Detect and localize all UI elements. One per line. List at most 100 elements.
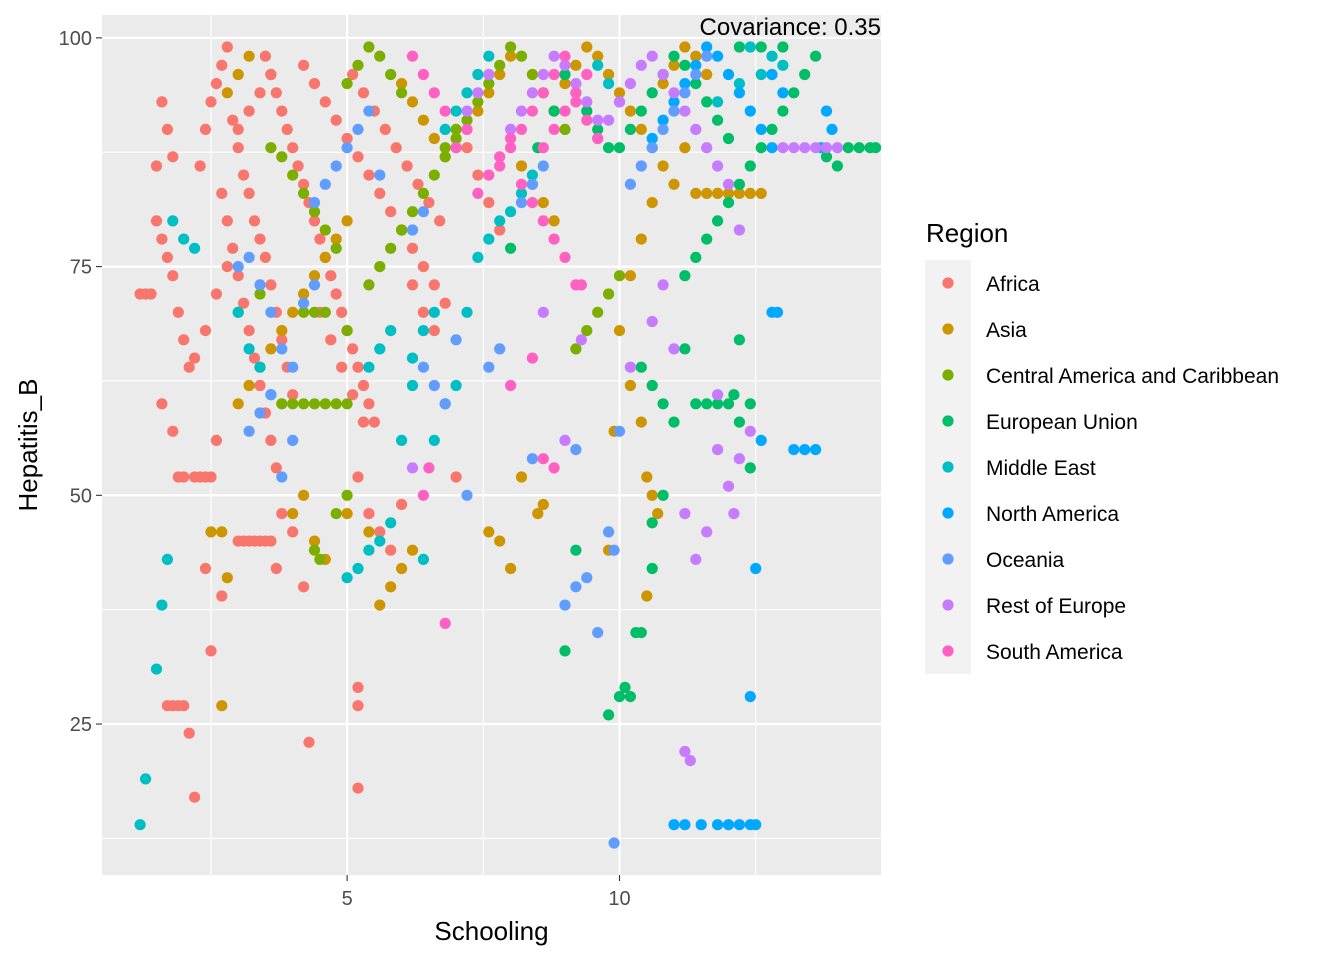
- point-africa: [347, 68, 359, 81]
- point-asia: [298, 288, 310, 300]
- point-european-union: [646, 517, 658, 529]
- point-africa: [243, 187, 255, 199]
- point-africa: [189, 352, 201, 364]
- point-rest-of-europe: [624, 361, 637, 373]
- legend-key-rest-of-europe: [942, 599, 954, 611]
- point-middle-east: [766, 50, 778, 62]
- point-south-america: [526, 197, 539, 209]
- point-south-america: [417, 489, 429, 501]
- point-asia: [635, 233, 647, 245]
- point-africa: [374, 526, 386, 538]
- point-africa: [352, 471, 364, 483]
- point-oceania: [352, 123, 364, 135]
- point-africa: [221, 215, 233, 227]
- point-africa: [216, 187, 228, 199]
- point-oceania: [287, 434, 299, 446]
- point-middle-east: [428, 306, 440, 318]
- point-south-america: [548, 233, 560, 245]
- point-rest-of-europe: [581, 96, 593, 108]
- point-central-america-and-caribbean: [287, 398, 299, 410]
- point-oceania: [319, 178, 331, 190]
- point-asia: [668, 59, 680, 71]
- point-european-union: [657, 489, 669, 501]
- point-rest-of-europe: [461, 105, 473, 117]
- point-africa: [232, 270, 244, 282]
- point-rest-of-europe: [559, 59, 571, 71]
- point-north-america: [799, 444, 811, 456]
- point-middle-east: [483, 233, 495, 245]
- point-european-union: [722, 132, 735, 145]
- point-africa: [227, 114, 239, 126]
- point-africa: [461, 142, 473, 154]
- point-rest-of-europe: [635, 59, 647, 71]
- point-european-union: [668, 416, 680, 428]
- point-european-union: [820, 151, 833, 163]
- point-africa: [167, 270, 179, 282]
- legend-items: Africa Asia Central America and Caribbean E…: [942, 273, 1279, 664]
- point-central-america-and-caribbean: [385, 68, 397, 81]
- point-north-america: [712, 819, 724, 831]
- point-middle-east: [505, 206, 517, 218]
- point-north-america: [826, 123, 838, 135]
- point-oceania: [635, 160, 647, 172]
- y-tick-label: 25: [70, 714, 92, 736]
- point-asia: [592, 50, 604, 62]
- point-africa: [417, 306, 429, 318]
- point-africa: [210, 288, 222, 300]
- point-central-america-and-caribbean: [287, 169, 299, 181]
- point-north-america: [766, 142, 778, 154]
- point-south-america: [423, 462, 435, 474]
- point-africa: [281, 123, 293, 135]
- point-north-america: [755, 434, 767, 446]
- point-european-union: [635, 627, 647, 639]
- point-africa: [298, 178, 310, 190]
- point-africa: [352, 681, 364, 694]
- point-middle-east: [385, 325, 397, 337]
- point-european-union: [766, 123, 778, 135]
- point-european-union: [646, 87, 658, 99]
- point-rest-of-europe: [712, 389, 724, 401]
- point-africa: [178, 471, 190, 483]
- legend-item-north-america: North America: [942, 503, 1119, 526]
- point-rest-of-europe: [744, 425, 756, 437]
- point-european-union: [603, 709, 615, 721]
- legend-key-africa: [942, 277, 954, 289]
- point-rest-of-europe: [575, 334, 588, 346]
- point-africa: [183, 727, 195, 739]
- point-european-union: [559, 68, 571, 81]
- point-middle-east: [189, 242, 201, 254]
- point-asia: [494, 535, 506, 547]
- point-africa: [156, 233, 168, 245]
- point-africa: [368, 416, 380, 428]
- point-africa: [178, 334, 190, 346]
- point-south-america: [548, 68, 560, 81]
- point-asia: [679, 142, 691, 154]
- point-north-america: [690, 59, 702, 71]
- point-asia: [548, 215, 560, 227]
- point-asia: [712, 187, 724, 199]
- point-rest-of-europe: [799, 142, 811, 154]
- point-south-america: [548, 123, 560, 135]
- point-central-america-and-caribbean: [428, 169, 440, 181]
- point-africa: [347, 343, 359, 355]
- point-south-america: [537, 453, 549, 465]
- point-oceania: [341, 142, 353, 154]
- point-africa: [276, 105, 288, 117]
- point-central-america-and-caribbean: [308, 306, 321, 318]
- point-oceania: [646, 142, 658, 154]
- point-oceania: [581, 572, 593, 584]
- point-central-america-and-caribbean: [461, 114, 473, 126]
- legend-item-oceania: Oceania: [942, 549, 1065, 572]
- point-africa: [287, 526, 299, 538]
- point-central-america-and-caribbean: [592, 306, 604, 318]
- point-central-america-and-caribbean: [298, 398, 310, 410]
- point-european-union: [842, 142, 854, 154]
- point-central-america-and-caribbean: [330, 398, 342, 410]
- point-european-union: [733, 334, 746, 346]
- point-middle-east: [363, 361, 375, 373]
- point-africa: [341, 132, 353, 145]
- point-asia: [221, 87, 233, 99]
- point-asia: [265, 343, 277, 355]
- point-asia: [657, 78, 669, 90]
- point-asia: [287, 507, 299, 520]
